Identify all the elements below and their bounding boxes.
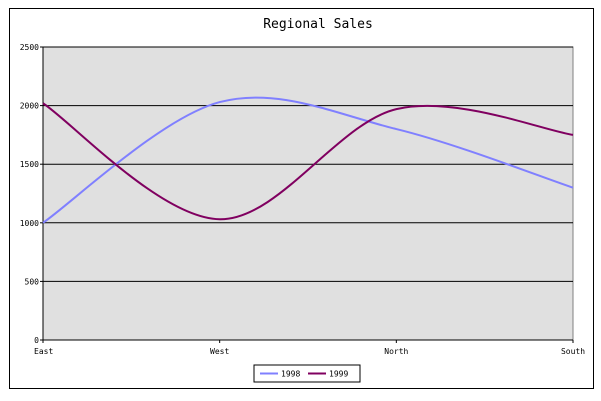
chart-title: Regional Sales: [263, 17, 373, 32]
x-tick-label: North: [384, 347, 408, 356]
x-axis: East West North South: [34, 339, 585, 356]
y-tick-label: 1500: [20, 160, 39, 169]
x-tick-label: South: [561, 347, 585, 356]
x-tick-label: West: [210, 347, 229, 356]
x-tick-label: East: [34, 347, 53, 356]
chart-frame: Regional Sales East West North South 0 500 10…: [9, 8, 594, 389]
series-lines: [42, 96, 574, 224]
legend-label-1999: 1999: [329, 370, 348, 379]
y-tick-label: 2500: [20, 43, 39, 52]
legend-box: [253, 364, 361, 383]
chart-svg: Regional Sales East West North South 0 500 10…: [20, 17, 585, 383]
plot-area: [42, 46, 574, 341]
y-tick-label: 500: [25, 277, 40, 286]
grid-lines: [43, 46, 573, 282]
legend: 1998 1999: [253, 364, 361, 383]
y-tick-label: 2000: [20, 102, 39, 111]
y-axis: 0 500 1000 1500 2000 2500: [20, 43, 44, 345]
series-line-1999: [42, 102, 574, 221]
y-tick-label: 1000: [20, 219, 39, 228]
y-tick-label: 0: [34, 336, 39, 345]
legend-label-1998: 1998: [281, 370, 300, 379]
